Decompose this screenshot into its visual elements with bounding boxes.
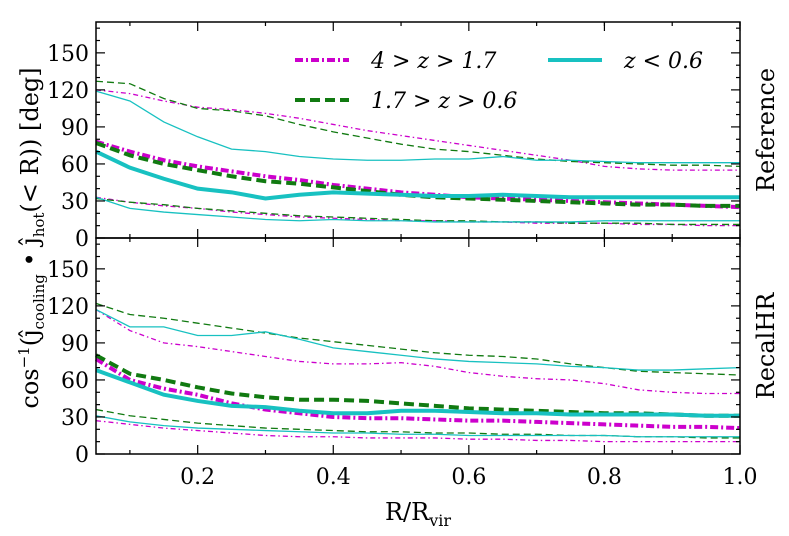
panel-label: Reference: [752, 68, 780, 192]
legend-label: 4 > z > 1.7: [370, 49, 496, 74]
x-tick-label: 1.0: [723, 465, 758, 490]
y-tick-label: 90: [61, 116, 89, 141]
line-reference-s1-median: [95, 141, 740, 208]
panel-recalhr: 0 30 60 90 120 150 RecalHR: [47, 237, 780, 468]
line-recalhr-s1-upper: [95, 302, 741, 376]
line-recalhr-s0-median: [94, 357, 741, 431]
line-recalhr-s0-upper: [95, 309, 740, 395]
line-recalhr-s1-lower: [95, 408, 740, 439]
line-reference-s1-upper: [95, 80, 741, 168]
y-tick-label: 0: [75, 443, 89, 468]
line-reference-s2-lower: [95, 196, 740, 223]
y-tick-label: 0: [75, 227, 89, 252]
legend-label: z < 0.6: [623, 49, 703, 74]
x-axis-label: R/Rvir: [385, 498, 451, 530]
x-tick-label: 0.6: [451, 465, 486, 490]
line-reference-s0-upper: [95, 89, 740, 171]
panel-frame: [95, 237, 741, 455]
line-recalhr-s2-median: [95, 368, 740, 418]
line-reference-s2-upper: [95, 90, 740, 164]
line-reference-s2-median: [95, 149, 740, 201]
x-tick-label: 0.2: [180, 465, 215, 490]
line-recalhr-s0-lower: [95, 420, 740, 443]
line-recalhr-s2-upper: [95, 309, 741, 371]
y-tick-label: 60: [61, 369, 89, 394]
y-tick-label: 150: [47, 42, 89, 67]
x-tick-label: 0.4: [316, 465, 351, 490]
x-axis-tick-labels: 0.2 0.4 0.6 0.8 1.0: [180, 465, 757, 490]
panel-label: RecalHR: [752, 292, 780, 400]
line-reference-s0-lower: [95, 196, 740, 227]
y-axis-label: cos−1(ĵcooling • ĵhot(< R)) [deg]: [15, 67, 48, 408]
y-tick-label: 150: [47, 258, 89, 283]
line-reference-s1-lower: [95, 197, 740, 226]
x-tick-label: 0.8: [587, 465, 622, 490]
y-tick-label: 120: [47, 79, 89, 104]
y-tick-label: 30: [61, 406, 89, 431]
y-tick-label: 90: [61, 332, 89, 357]
y-tick-label: 120: [47, 295, 89, 320]
panel-reference: 0 30 60 90 120 150 Reference: [47, 21, 780, 252]
y-tick-label: 60: [61, 153, 89, 178]
legend: 4 > z > 1.7 1.7 > z > 0.6 z < 0.6: [295, 49, 703, 114]
line-recalhr-s1-median: [95, 353, 740, 418]
y-tick-label: 30: [61, 190, 89, 215]
legend-label: 1.7 > z > 0.6: [371, 89, 517, 114]
line-recalhr-s2-lower: [95, 415, 740, 438]
